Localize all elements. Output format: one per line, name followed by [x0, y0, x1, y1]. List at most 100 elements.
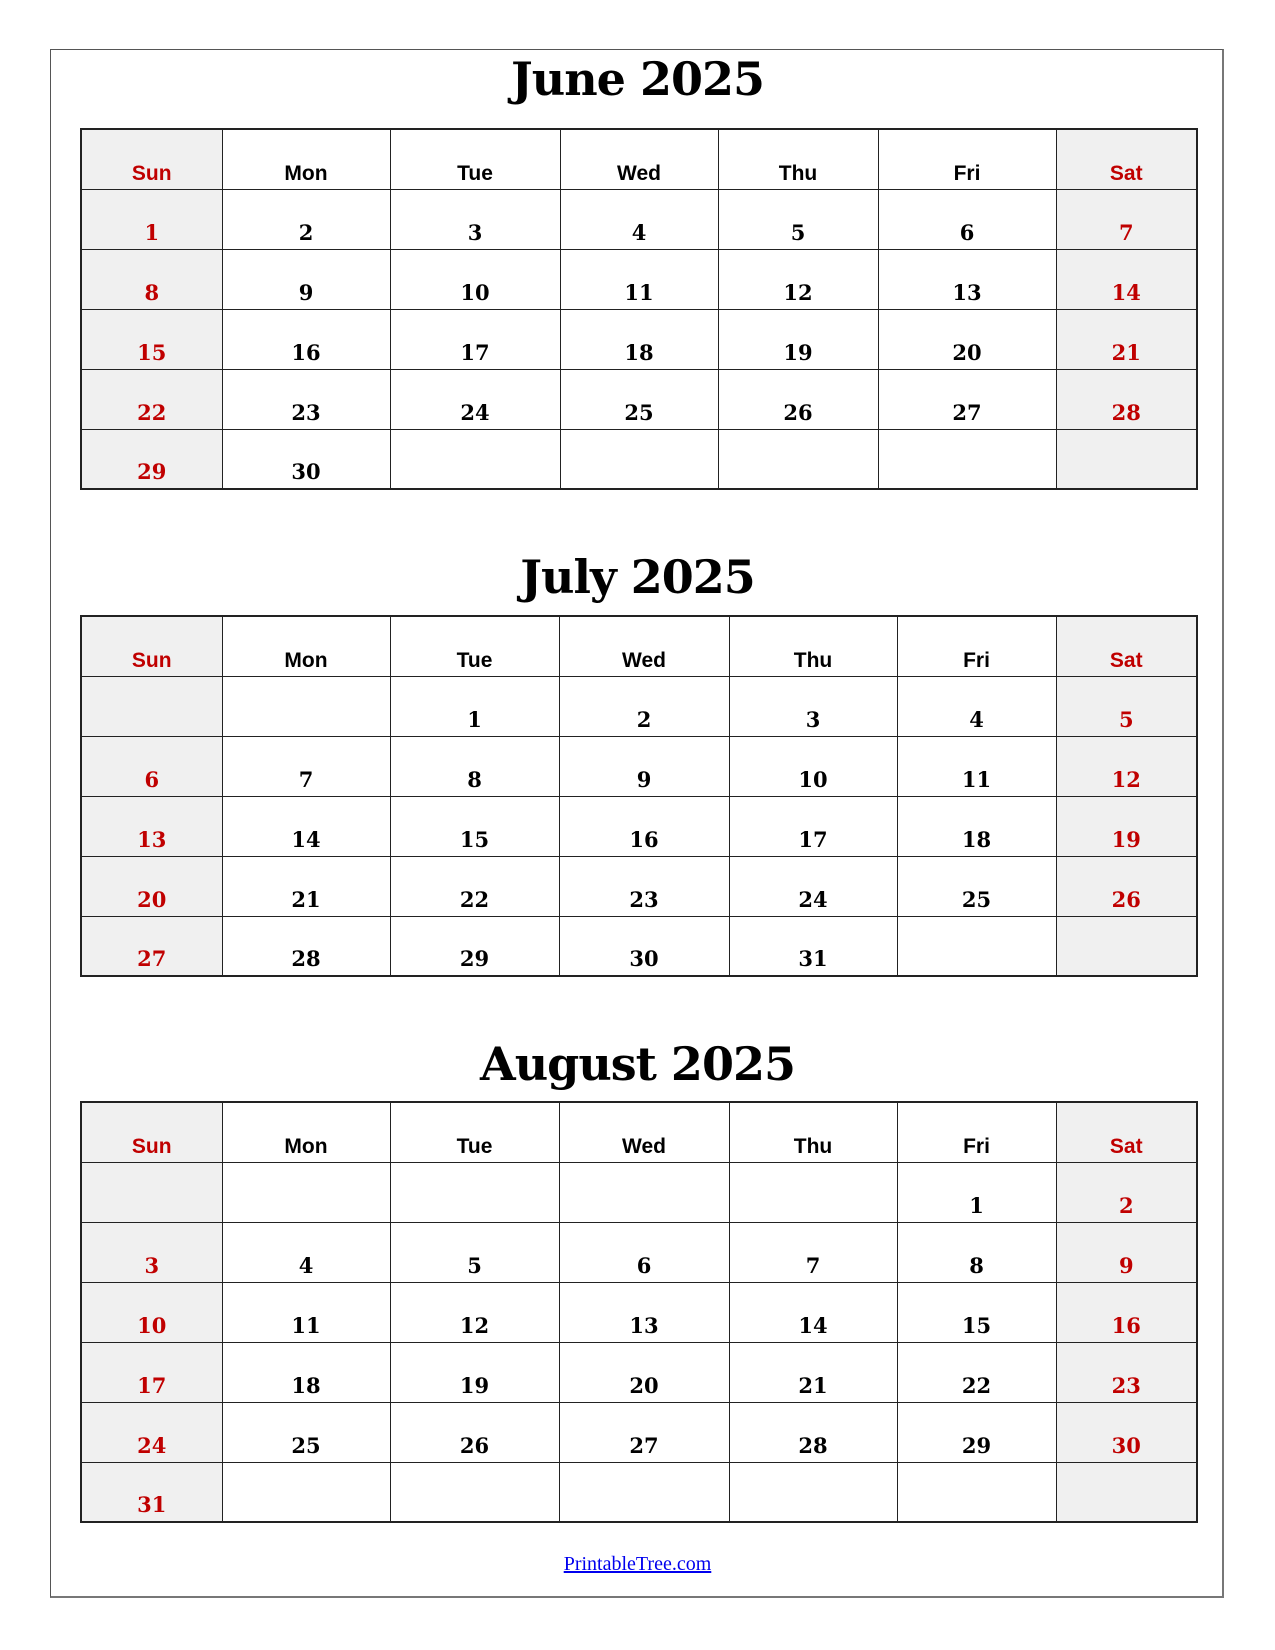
weekday-header-tue: Tue	[389, 1101, 560, 1163]
empty-day-cell	[1055, 1461, 1198, 1523]
day-cell: 4	[896, 675, 1057, 737]
day-cell: 21	[1055, 308, 1198, 370]
weekday-header-mon: Mon	[221, 128, 391, 190]
day-cell: 8	[896, 1221, 1057, 1283]
day-cell: 21	[221, 855, 391, 917]
day-cell: 24	[80, 1401, 223, 1463]
empty-day-cell	[728, 1161, 898, 1223]
day-cell: 25	[221, 1401, 391, 1463]
day-cell: 16	[558, 795, 730, 857]
day-cell: 16	[1055, 1281, 1198, 1343]
weekday-header-wed: Wed	[558, 1101, 730, 1163]
weekday-header-thu: Thu	[728, 1101, 898, 1163]
day-cell: 17	[389, 308, 561, 370]
weekday-header-mon: Mon	[221, 1101, 391, 1163]
day-cell: 8	[389, 735, 560, 797]
day-cell: 19	[1055, 795, 1198, 857]
day-cell: 4	[559, 188, 719, 250]
weekday-header-row: Sun Mon Tue Wed Thu Fri Sat	[80, 1101, 1198, 1163]
day-cell: 11	[559, 248, 719, 310]
day-cell: 30	[558, 915, 730, 977]
weekday-header-wed: Wed	[558, 615, 730, 677]
day-cell: 30	[1055, 1401, 1198, 1463]
day-cell: 18	[221, 1341, 391, 1403]
weekday-header-sun: Sun	[80, 1101, 223, 1163]
weekday-header-row: Sun Mon Tue Wed Thu Fri Sat	[80, 615, 1198, 677]
day-cell: 25	[559, 368, 719, 430]
day-cell: 31	[728, 915, 898, 977]
day-cell: 12	[1055, 735, 1198, 797]
weekday-header-sun: Sun	[80, 615, 223, 677]
empty-day-cell	[389, 1461, 560, 1523]
day-cell: 14	[1055, 248, 1198, 310]
calendar-july: Sun Mon Tue Wed Thu Fri Sat 1 2 3 4 5 6 7 8 9 10 11 12 13 14…	[80, 615, 1198, 977]
empty-day-cell	[389, 428, 561, 490]
day-cell: 19	[389, 1341, 560, 1403]
weekday-header-sat: Sat	[1055, 1101, 1198, 1163]
day-cell: 8	[80, 248, 223, 310]
day-cell: 20	[877, 308, 1057, 370]
day-cell: 1	[896, 1161, 1057, 1223]
day-cell: 3	[728, 675, 898, 737]
empty-day-cell	[717, 428, 879, 490]
empty-day-cell	[221, 1161, 391, 1223]
empty-day-cell	[1055, 428, 1198, 490]
weekday-header-sat: Sat	[1055, 128, 1198, 190]
website-link[interactable]: PrintableTree.com	[563, 1553, 712, 1575]
day-cell: 9	[558, 735, 730, 797]
weekday-header-wed: Wed	[559, 128, 719, 190]
day-cell: 7	[1055, 188, 1198, 250]
day-cell: 27	[877, 368, 1057, 430]
day-cell: 5	[717, 188, 879, 250]
day-cell: 9	[1055, 1221, 1198, 1283]
day-cell: 12	[717, 248, 879, 310]
empty-day-cell	[559, 428, 719, 490]
day-cell: 22	[896, 1341, 1057, 1403]
empty-day-cell	[877, 428, 1057, 490]
day-cell: 24	[728, 855, 898, 917]
month-title-august: August 2025	[480, 1037, 796, 1091]
day-cell: 23	[221, 368, 391, 430]
day-cell: 6	[877, 188, 1057, 250]
day-cell: 13	[558, 1281, 730, 1343]
weekday-header-thu: Thu	[728, 615, 898, 677]
day-cell: 13	[80, 795, 223, 857]
day-cell: 24	[389, 368, 561, 430]
day-cell: 7	[221, 735, 391, 797]
empty-day-cell	[221, 1461, 391, 1523]
day-cell: 29	[896, 1401, 1057, 1463]
day-cell: 28	[221, 915, 391, 977]
weekday-header-tue: Tue	[389, 128, 561, 190]
day-cell: 23	[558, 855, 730, 917]
day-cell: 28	[728, 1401, 898, 1463]
week-row: 22 23 24 25 26 27 28	[80, 368, 1198, 430]
week-row: 17 18 19 20 21 22 23	[80, 1341, 1198, 1403]
week-row: 24 25 26 27 28 29 30	[80, 1401, 1198, 1463]
week-row: 20 21 22 23 24 25 26	[80, 855, 1198, 917]
day-cell: 21	[728, 1341, 898, 1403]
day-cell: 13	[877, 248, 1057, 310]
day-cell: 22	[80, 368, 223, 430]
week-row: 27 28 29 30 31	[80, 915, 1198, 977]
day-cell: 11	[896, 735, 1057, 797]
day-cell: 14	[221, 795, 391, 857]
weekday-header-fri: Fri	[877, 128, 1057, 190]
day-cell: 27	[80, 915, 223, 977]
day-cell: 29	[389, 915, 560, 977]
day-cell: 26	[717, 368, 879, 430]
day-cell: 27	[558, 1401, 730, 1463]
day-cell: 3	[389, 188, 561, 250]
day-cell: 10	[728, 735, 898, 797]
empty-day-cell	[80, 675, 223, 737]
day-cell: 1	[80, 188, 223, 250]
week-row: 15 16 17 18 19 20 21	[80, 308, 1198, 370]
day-cell: 29	[80, 428, 223, 490]
empty-day-cell	[1055, 915, 1198, 977]
day-cell: 11	[221, 1281, 391, 1343]
week-row: 8 9 10 11 12 13 14	[80, 248, 1198, 310]
day-cell: 28	[1055, 368, 1198, 430]
day-cell: 30	[221, 428, 391, 490]
